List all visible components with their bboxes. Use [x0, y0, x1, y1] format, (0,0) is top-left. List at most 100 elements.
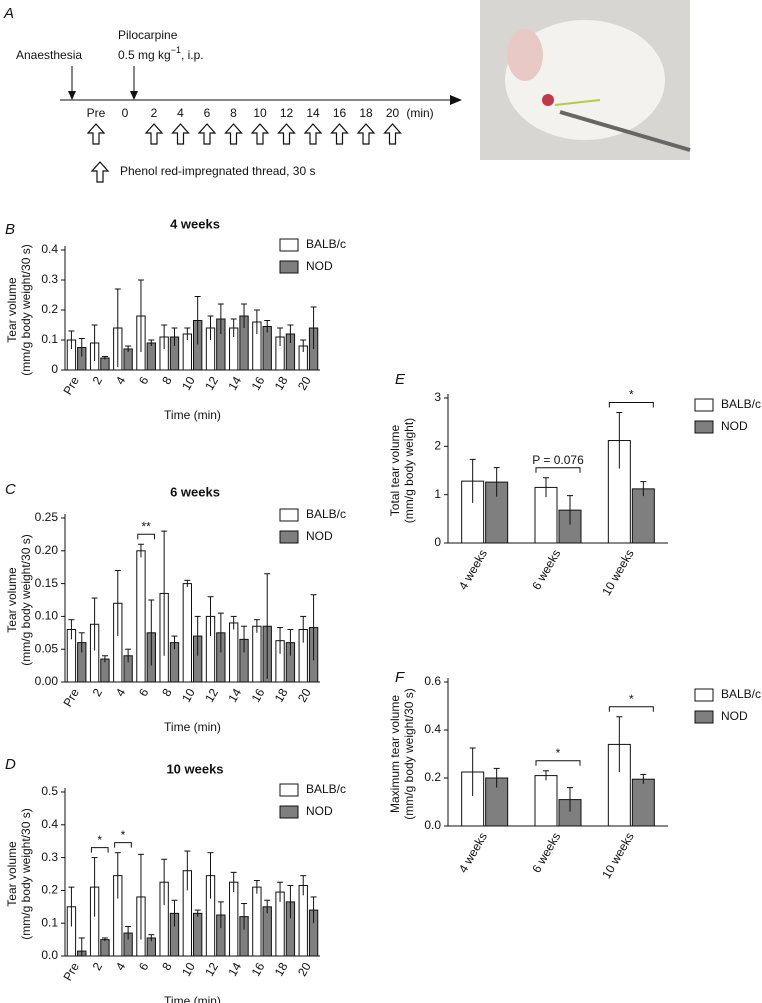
y-tick-label: 0.00 [35, 674, 59, 688]
x-axis-label: Time (min) [164, 994, 221, 1003]
y-tick-label: 0.25 [35, 510, 59, 524]
x-tick-label: 2 [90, 960, 106, 973]
x-tick-label: 4 [113, 686, 129, 699]
dose-route: , i.p. [181, 48, 204, 62]
legend-label: NOD [306, 804, 333, 818]
x-tick-label: 4 weeks [456, 547, 490, 592]
annotation: * [121, 828, 126, 842]
collection-arrow [277, 123, 296, 145]
panel-letter: A [3, 5, 14, 22]
bar [262, 906, 272, 957]
timeline-label: 16 [333, 106, 347, 120]
x-tick-label: 6 [136, 374, 152, 387]
x-tick-label: 10 [179, 960, 198, 979]
timeline-unit: (min) [406, 106, 433, 120]
y-tick-label: 0.0 [41, 948, 58, 962]
y-tick-label: 0.2 [424, 770, 441, 784]
x-tick-label: 4 [113, 960, 129, 973]
timeline-label: 6 [204, 106, 211, 120]
bar [631, 778, 655, 827]
legend-swatch [279, 260, 299, 274]
collection-arrow [303, 123, 323, 145]
bar [100, 939, 110, 957]
legend-swatch [279, 783, 299, 797]
annotation: ** [141, 519, 151, 533]
legend-label: NOD [306, 259, 333, 273]
y-tick-label: 0.2 [41, 302, 58, 316]
significance-bracket [608, 706, 654, 712]
panel-letter: D [5, 756, 16, 773]
x-tick-label: 8 [159, 374, 175, 387]
timeline-label: 0 [122, 106, 129, 120]
y-axis-label: Tear volume [5, 567, 19, 633]
x-tick-label: 6 [136, 960, 152, 973]
legend-swatch [694, 420, 714, 434]
arrow-head [68, 91, 76, 100]
bar [229, 881, 239, 957]
timeline-label: 8 [230, 106, 237, 120]
legend-swatch [279, 530, 299, 544]
y-tick-label: 0 [51, 362, 58, 376]
legend-label: BALB/c [721, 397, 761, 411]
bar [262, 326, 272, 371]
dose-label: 0.5 mg kg−1, i.p. [118, 45, 204, 62]
y-tick-label: 0.1 [41, 332, 58, 346]
bar [229, 622, 239, 683]
x-tick-label: Pre [60, 686, 82, 709]
bar [182, 583, 192, 683]
y-tick-label: 0.15 [35, 576, 59, 590]
x-tick-label: 12 [202, 374, 221, 393]
collection-arrow [224, 123, 243, 145]
x-tick-label: 6 weeks [529, 547, 563, 592]
y-tick-label: 0.3 [41, 850, 58, 864]
y-axis-label: (mm/g body weight/30 s) [19, 244, 33, 375]
y-tick-label: 0 [434, 535, 441, 549]
y-axis-label: (mm/g body weight/30 s) [19, 808, 33, 939]
x-axis-label: Time (min) [164, 720, 221, 734]
legend-swatch [694, 688, 714, 702]
timeline-label: Pre [87, 106, 106, 120]
y-axis-label: (mm/g body weight) [402, 418, 416, 523]
x-tick-label: 12 [202, 960, 221, 979]
legend-label: BALB/c [721, 687, 761, 701]
annotation: * [629, 692, 634, 706]
timeline-labels: Pre 0 2 4 6 8 10 12 14 16 18 20 [87, 106, 400, 120]
bar [100, 357, 110, 371]
x-tick-label: 18 [272, 960, 291, 979]
bar [136, 550, 146, 683]
x-tick-label: 10 [179, 374, 198, 393]
collection-arrow [330, 123, 349, 145]
timeline-label: 10 [253, 106, 267, 120]
x-tick-label: 10 [179, 686, 198, 705]
legend-swatch [279, 238, 299, 252]
timeline-label: 12 [280, 106, 294, 120]
collection-arrow [356, 123, 376, 145]
y-axis-label: Maximum tear volume [388, 695, 402, 813]
x-tick-label: 2 [90, 374, 106, 387]
y-tick-label: 0.4 [41, 817, 58, 831]
collection-arrow [86, 123, 106, 145]
y-tick-label: 0.3 [41, 272, 58, 286]
y-tick-label: 0.4 [41, 242, 58, 256]
collection-arrow [197, 123, 217, 145]
y-tick-label: 0.20 [35, 543, 59, 557]
legend-label: NOD [721, 709, 748, 723]
x-tick-label: 12 [202, 686, 221, 705]
photo-ear [507, 29, 543, 81]
panel-a: A Anaesthesia Pilocarpine 0.5 mg kg−1, i… [3, 0, 691, 178]
x-tick-label: 14 [225, 686, 244, 705]
y-tick-label: 2 [434, 439, 441, 453]
arrow-head [130, 91, 138, 100]
x-tick-label: 20 [295, 686, 314, 705]
collection-arrow [250, 123, 270, 145]
thread-legend: Phenol red-impregnated thread, 30 s [120, 164, 315, 178]
timeline-arrow [450, 95, 462, 105]
bar [100, 658, 110, 683]
collection-arrow [144, 123, 164, 145]
x-tick-label: 10 weeks [599, 830, 636, 881]
x-tick-label: 14 [225, 960, 244, 979]
y-axis-label: Tear volume [5, 841, 19, 907]
x-tick-label: 6 [136, 686, 152, 699]
annotation: P = 0.076 [532, 453, 584, 467]
